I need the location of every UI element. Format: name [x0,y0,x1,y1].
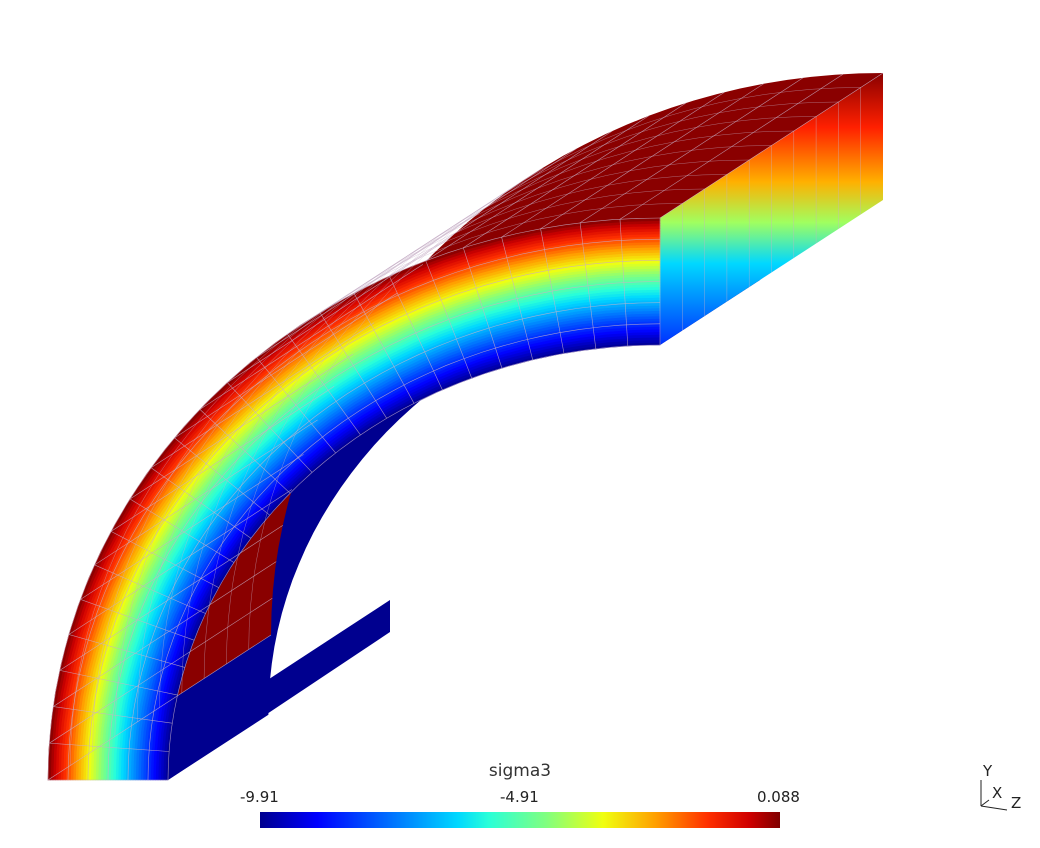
mesh-line [579,77,804,349]
mesh-line [462,102,687,369]
colorbar-mid-label: -4.91 [500,788,539,806]
colorbar-min-label: -9.91 [240,788,279,806]
z-axis-label: Z [1011,794,1022,812]
mesh-line [150,322,375,539]
mesh-line [59,525,283,696]
mesh-line [619,73,844,346]
mesh-line [226,101,839,665]
mesh-line [181,130,794,694]
mesh-line [540,83,764,354]
mesh-line [226,237,451,473]
x-axis-label: X [992,784,1003,802]
mesh-line [93,419,318,614]
colorbar-max-label: 0.088 [757,788,800,806]
colorbar [260,812,780,828]
colorbar-title: sigma3 [488,761,552,781]
mesh-line [203,116,817,679]
mesh-line [159,145,772,708]
mesh-line [173,292,398,516]
mesh-line [46,634,272,781]
mesh-line [501,91,725,360]
mesh-line [659,72,884,345]
mesh-line [199,264,424,494]
bottom-end-face [168,600,390,780]
top-surface [48,73,883,780]
mesh-line [48,597,273,752]
mesh-line [68,489,293,668]
mesh-line [136,159,750,723]
mesh-line [70,203,683,766]
mesh-line [129,353,354,563]
mesh-line [353,148,578,404]
mesh-line [425,115,649,379]
mesh-line [110,386,335,588]
mesh-line [92,188,705,752]
mesh-line [248,87,861,650]
y-axis-label: Y [983,762,993,780]
mesh-line [52,561,277,724]
mesh-line [114,174,727,737]
mesh-line [79,454,304,641]
